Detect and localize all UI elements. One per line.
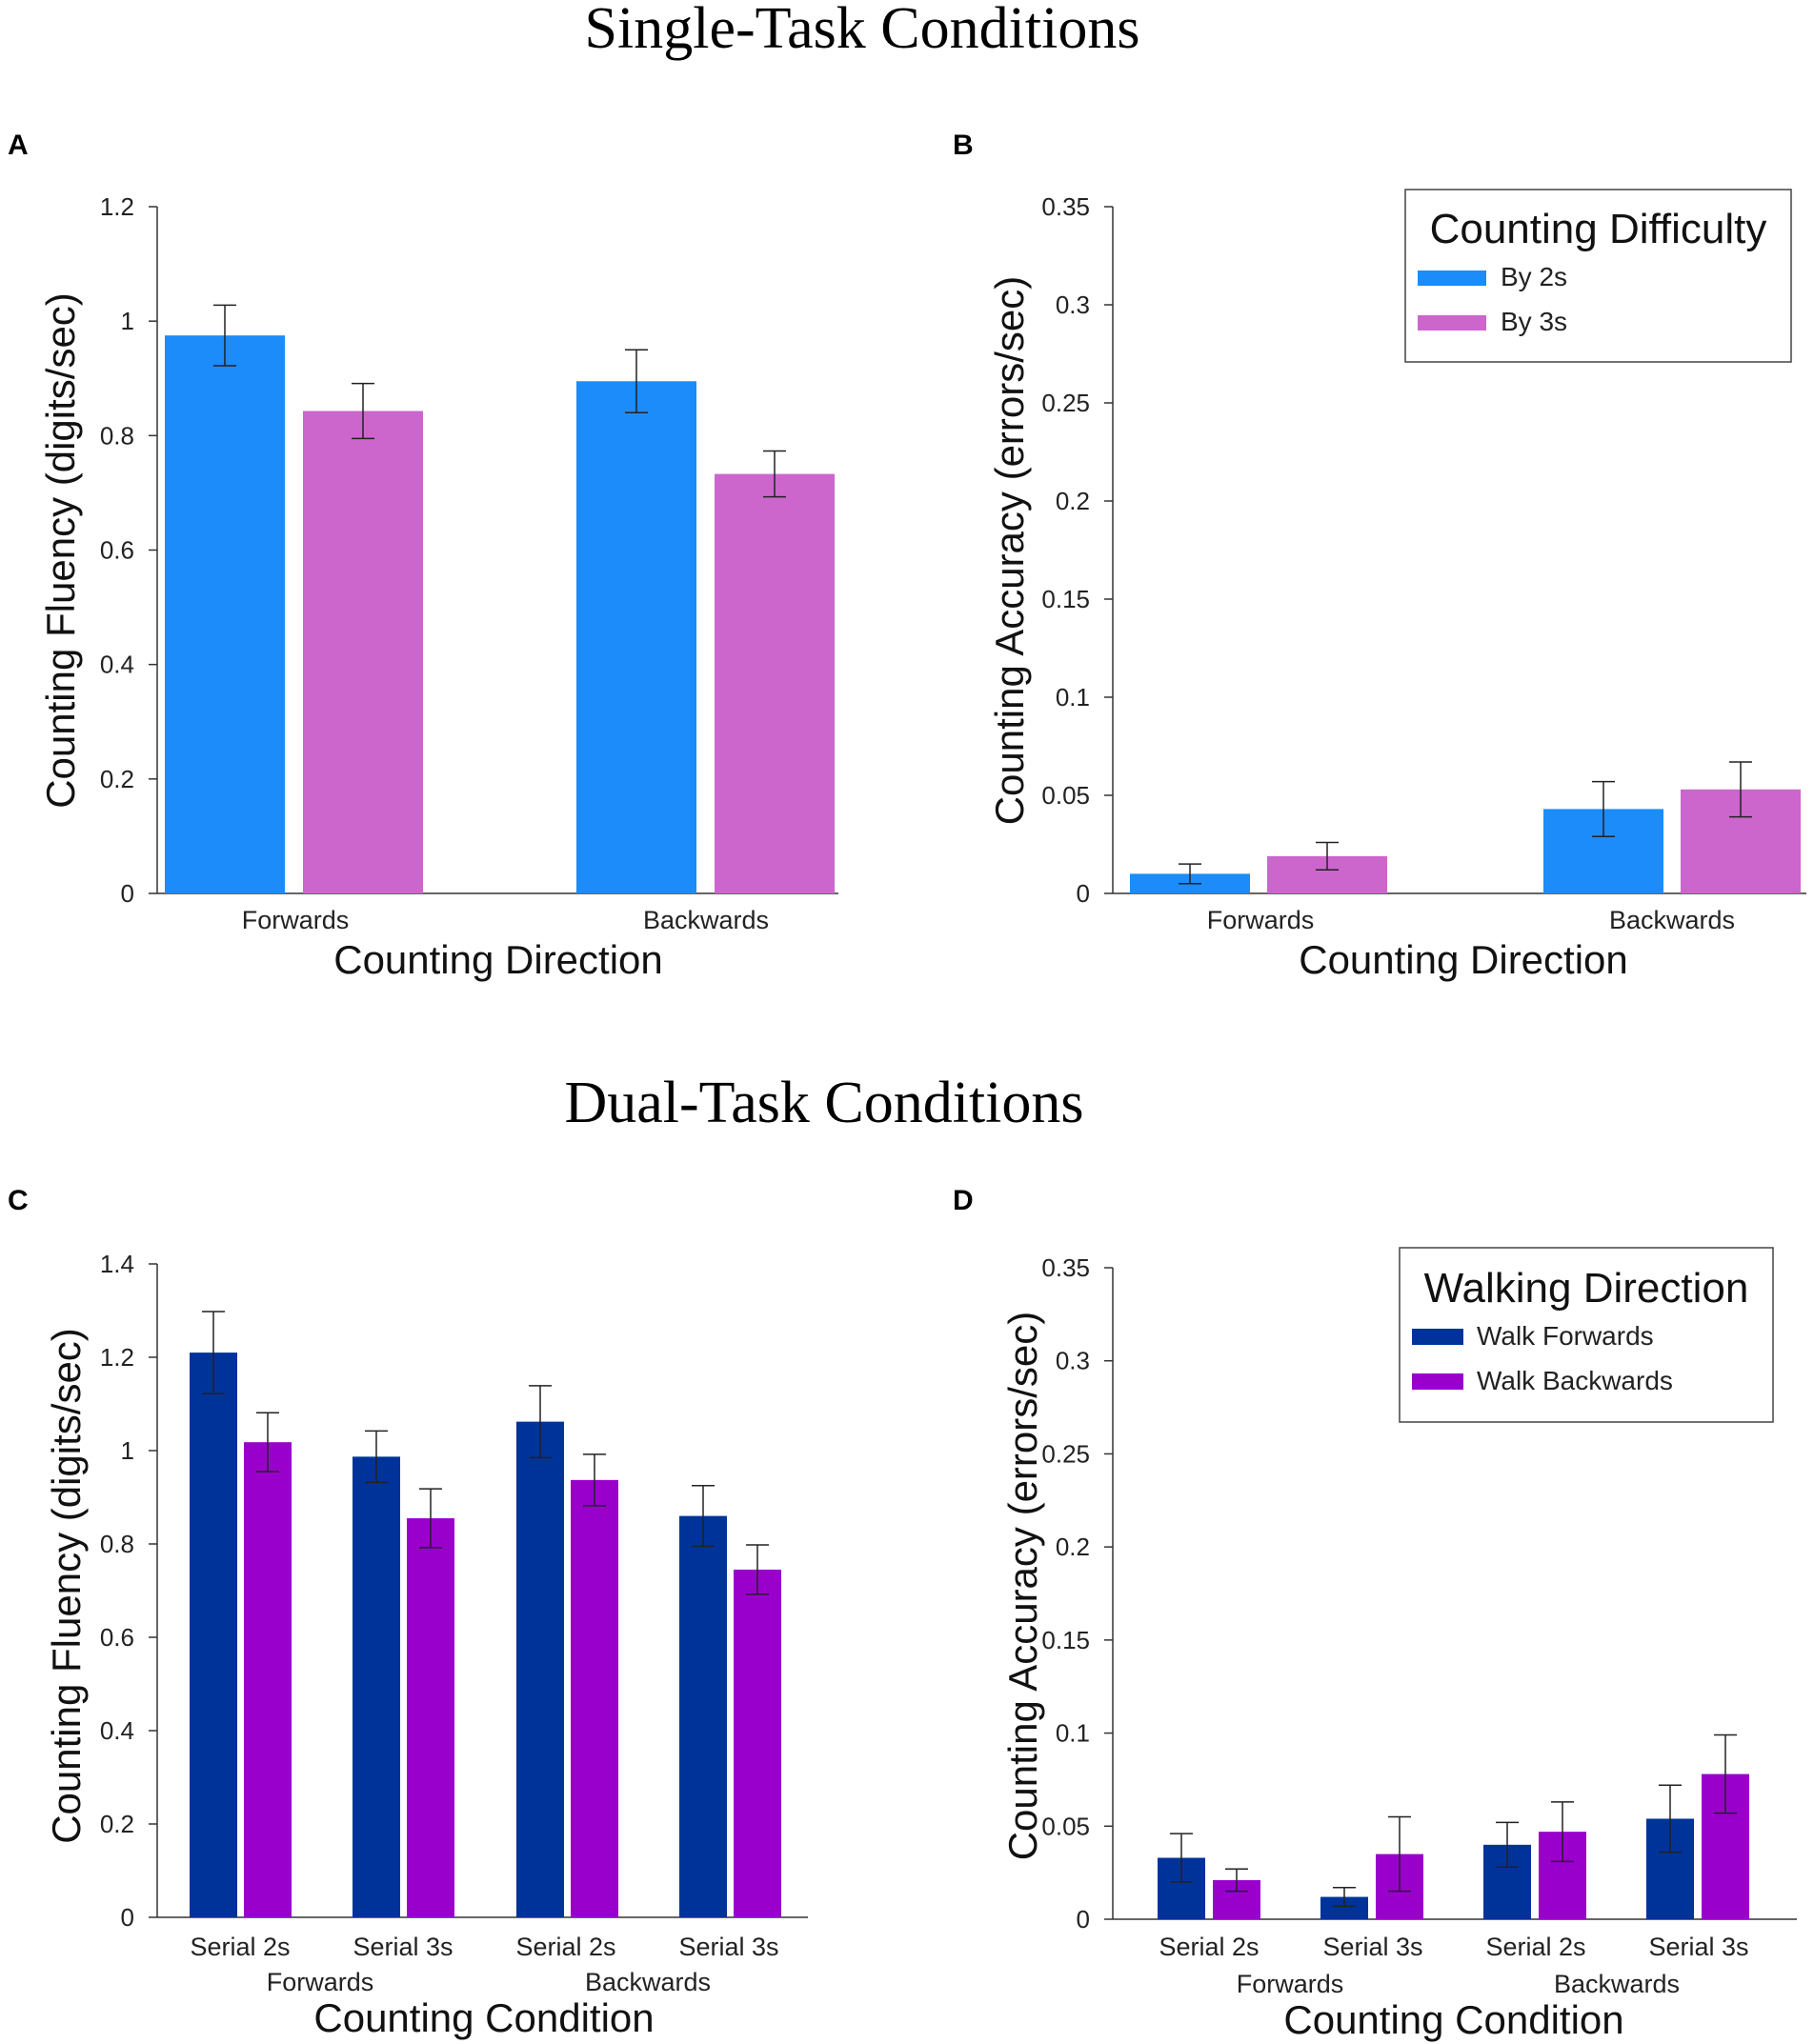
x-group-label: Backwards bbox=[585, 1968, 711, 1996]
panel-a-chart: 0 0.2 0.4 0.6 0.8 1 1.2 Forwards Backwards Counti… bbox=[38, 192, 838, 982]
x-category-label: Serial 2s bbox=[515, 1933, 615, 1961]
x-group-label: Backwards bbox=[1554, 1970, 1680, 1998]
legend-label: Walk Forwards bbox=[1477, 1321, 1654, 1351]
y-tick-label: 0.05 bbox=[1041, 1812, 1090, 1840]
x-group-label: Forwards bbox=[267, 1968, 374, 1996]
x-category-label: Serial 3s bbox=[1648, 1933, 1748, 1961]
y-tick-label: 0.15 bbox=[1041, 1626, 1090, 1654]
legend-swatch bbox=[1412, 1373, 1463, 1390]
legend-label: By 2s bbox=[1501, 262, 1567, 291]
y-tick-label: 0.1 bbox=[1056, 683, 1090, 711]
y-tick-label: 0.6 bbox=[100, 536, 134, 565]
y-axis-title: Counting Fluency (digits/sec) bbox=[44, 1328, 89, 1844]
x-axis-title: Counting Direction bbox=[333, 937, 663, 982]
y-tick-label: 0.6 bbox=[100, 1623, 134, 1652]
single-task-title: Single-Task Conditions bbox=[585, 0, 1140, 61]
bar bbox=[571, 1479, 618, 1917]
y-tick-label: 1 bbox=[121, 1436, 134, 1465]
y-tick-label: 1 bbox=[121, 307, 134, 335]
panel-c-chart: 0 0.2 0.4 0.6 0.8 1 1.2 1.4 Serial 2s Serial 3s Se… bbox=[44, 1250, 808, 2040]
y-tick-label: 0.2 bbox=[1056, 1533, 1090, 1561]
y-tick-label: 0.1 bbox=[1056, 1719, 1090, 1748]
y-tick-label: 1.4 bbox=[100, 1250, 134, 1278]
x-category-label: Forwards bbox=[1207, 906, 1315, 934]
y-tick-label: 0.15 bbox=[1041, 585, 1090, 613]
x-category-label: Serial 2s bbox=[1485, 1933, 1585, 1961]
y-tick-label: 1.2 bbox=[100, 1343, 134, 1372]
panel-d-chart: 0 0.05 0.1 0.15 0.2 0.25 0.3 0.35 Serial 2s Seria… bbox=[1000, 1247, 1797, 2042]
dual-task-title: Dual-Task Conditions bbox=[564, 1071, 1083, 1135]
bar bbox=[715, 473, 835, 893]
bar bbox=[734, 1569, 781, 1917]
bar bbox=[353, 1456, 400, 1917]
x-category-label: Backwards bbox=[1609, 906, 1735, 934]
legend-swatch bbox=[1418, 315, 1486, 331]
x-category-label: Forwards bbox=[242, 906, 350, 934]
bar bbox=[190, 1353, 237, 1917]
legend-title: Walking Direction bbox=[1424, 1265, 1749, 1312]
x-category-label: Serial 2s bbox=[190, 1933, 290, 1961]
y-tick-label: 0.05 bbox=[1041, 781, 1090, 810]
legend-label: Walk Backwards bbox=[1477, 1366, 1673, 1395]
y-tick-label: 0.8 bbox=[100, 1530, 134, 1558]
x-category-label: Backwards bbox=[643, 906, 769, 934]
panel-letter-d: D bbox=[953, 1185, 974, 1216]
y-tick-label: 0.35 bbox=[1041, 192, 1090, 221]
bar bbox=[244, 1442, 292, 1917]
y-tick-label: 0.4 bbox=[100, 651, 134, 679]
bar bbox=[679, 1515, 727, 1917]
bar bbox=[1320, 1896, 1368, 1919]
y-tick-label: 0.8 bbox=[100, 421, 134, 450]
x-group-label: Forwards bbox=[1237, 1970, 1344, 1998]
legend-label: By 3s bbox=[1501, 307, 1567, 336]
legend-swatch bbox=[1412, 1329, 1463, 1345]
legend-swatch bbox=[1418, 271, 1486, 286]
y-tick-label: 0.35 bbox=[1041, 1253, 1090, 1282]
y-tick-label: 0 bbox=[1077, 879, 1090, 908]
legend-title: Counting Difficulty bbox=[1430, 206, 1767, 252]
y-tick-label: 0.2 bbox=[100, 1810, 134, 1838]
y-tick-label: 0.25 bbox=[1041, 389, 1090, 417]
y-tick-label: 0.2 bbox=[100, 765, 134, 793]
y-axis-title: Counting Fluency (digits/sec) bbox=[38, 292, 83, 809]
y-axis-title: Counting Accuracy (errors/sec) bbox=[987, 276, 1032, 826]
y-tick-label: 0.4 bbox=[100, 1716, 134, 1745]
panel-letter-c: C bbox=[8, 1185, 29, 1216]
panel-b-chart: 0 0.05 0.1 0.15 0.2 0.25 0.3 0.35 Forwards Backwa… bbox=[987, 189, 1806, 982]
bar bbox=[576, 381, 696, 894]
y-tick-label: 0.2 bbox=[1056, 487, 1090, 515]
x-category-label: Serial 3s bbox=[678, 1933, 778, 1961]
x-axis-title: Counting Condition bbox=[1283, 1997, 1623, 2042]
panel-letter-a: A bbox=[8, 130, 29, 161]
bar bbox=[165, 335, 285, 893]
y-tick-label: 0 bbox=[121, 1903, 134, 1932]
x-axis-title: Counting Condition bbox=[313, 1995, 654, 2040]
x-category-label: Serial 2s bbox=[1159, 1933, 1259, 1961]
x-axis-title: Counting Direction bbox=[1299, 937, 1628, 982]
x-category-label: Serial 3s bbox=[353, 1933, 453, 1961]
panel-letter-b: B bbox=[953, 130, 974, 161]
x-category-label: Serial 3s bbox=[1322, 1933, 1422, 1961]
y-tick-label: 0.3 bbox=[1056, 291, 1090, 319]
y-tick-label: 1.2 bbox=[100, 192, 134, 221]
y-tick-label: 0.25 bbox=[1041, 1439, 1090, 1468]
bar bbox=[516, 1421, 564, 1917]
bar bbox=[303, 411, 423, 893]
y-axis-title: Counting Accuracy (errors/sec) bbox=[1000, 1312, 1045, 1861]
bar bbox=[407, 1518, 454, 1917]
y-tick-label: 0 bbox=[121, 879, 134, 908]
y-tick-label: 0.3 bbox=[1056, 1347, 1090, 1375]
y-tick-label: 0 bbox=[1077, 1905, 1090, 1934]
